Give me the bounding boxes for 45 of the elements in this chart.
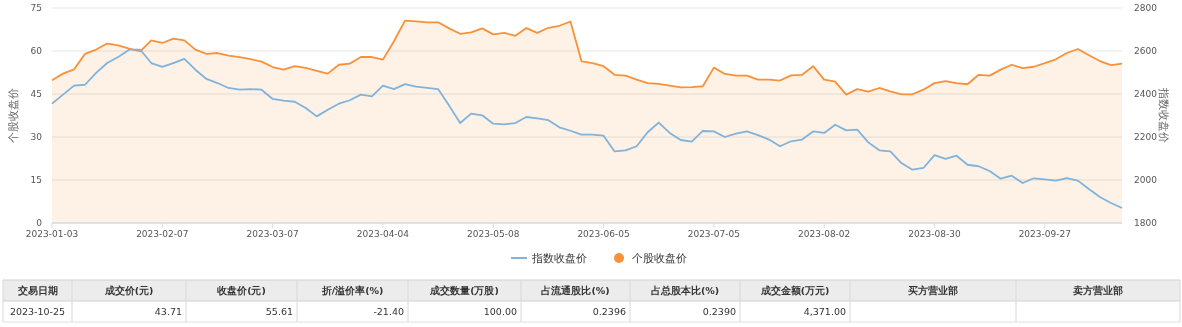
category-label: 交易日期 xyxy=(16,285,58,296)
category-label: 占流通股比(%) xyxy=(541,285,610,296)
category-label: 占总股本比(%) xyxy=(650,285,720,296)
text: 0.2396 xyxy=(592,306,626,317)
category-label: 折/溢价率(%) xyxy=(320,285,384,296)
category-label: 成交价(元) xyxy=(103,285,154,296)
y2-axis-title: 指数收盘价 xyxy=(1157,87,1170,143)
x-tick-label: 2023-08-02 xyxy=(798,229,851,239)
text: 4,371.00 xyxy=(803,306,846,317)
x-tick-label: 2023-04-04 xyxy=(356,229,410,239)
legend-label: 指数收盘价 xyxy=(531,252,587,265)
legend-label: 个股收盘价 xyxy=(632,252,687,265)
category-label: 买方营业部 xyxy=(908,285,958,296)
text: 0.2390 xyxy=(702,306,736,317)
category-label: 收盘价(元) xyxy=(217,285,266,296)
x-tick-label: 2023-05-08 xyxy=(467,229,520,239)
y-tick-label: 45 xyxy=(30,89,42,99)
text: 2023-10-25 xyxy=(9,306,66,317)
y-tick-label: 15 xyxy=(30,175,42,185)
line-series xyxy=(51,48,1123,209)
y2-tick-label: 2200 xyxy=(1134,132,1158,142)
x-tick-label: 2023-09-27 xyxy=(1018,229,1071,239)
text: 100.00 xyxy=(483,306,517,317)
y2-tick-label: 2400 xyxy=(1134,89,1158,99)
category-label: 成交金额(万元) xyxy=(759,285,830,296)
y2-tick-label: 1800 xyxy=(1134,218,1158,228)
y2-tick-label: 2000 xyxy=(1134,175,1158,185)
y-tick-label: 75 xyxy=(30,3,42,13)
x-tick-label: 2023-03-07 xyxy=(246,229,299,239)
y-tick-label: 30 xyxy=(30,132,43,142)
y2-tick-label: 2800 xyxy=(1134,3,1158,13)
x-tick-label: 2023-08-30 xyxy=(908,229,961,239)
x-tick-label: 2023-01-03 xyxy=(25,229,79,239)
text: -21.40 xyxy=(373,306,404,317)
x-tick-label: 2023-02-07 xyxy=(136,229,189,239)
x-tick-label: 2023-07-05 xyxy=(687,229,741,239)
y-tick-label: 60 xyxy=(30,46,43,56)
y2-tick-label: 2600 xyxy=(1134,46,1158,56)
text: 43.71 xyxy=(154,306,182,317)
text: 55.61 xyxy=(265,306,293,317)
category-label: 成交数量(万股) xyxy=(429,285,499,296)
y-tick-label: 0 xyxy=(36,218,43,228)
y-axis-title: 个股收盘价 xyxy=(7,88,20,143)
category-label: 卖方营业部 xyxy=(1073,285,1123,296)
x-tick-label: 2023-06-05 xyxy=(577,229,630,239)
